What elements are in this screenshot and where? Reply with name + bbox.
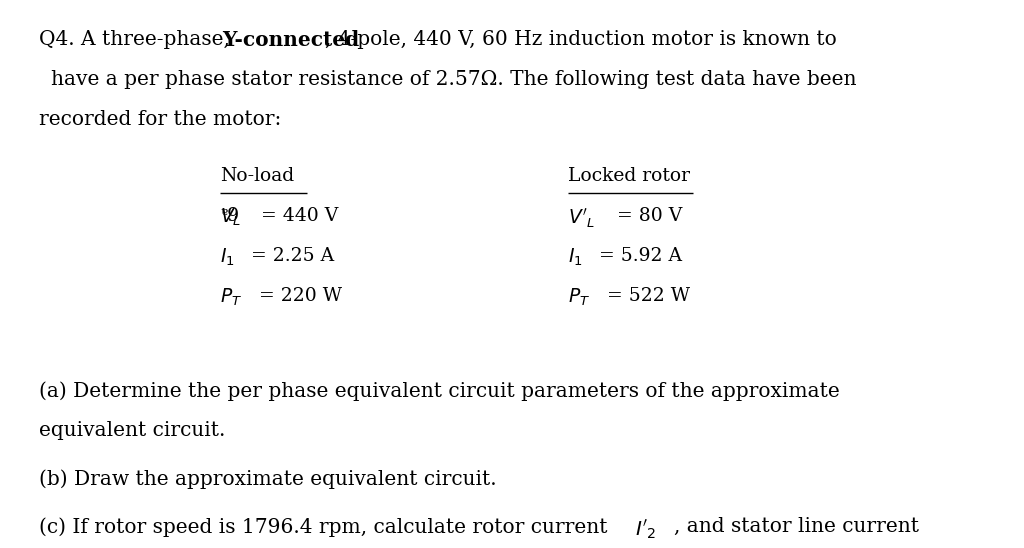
Text: $\mathit{P}_{T}$: $\mathit{P}_{T}$: [568, 287, 591, 309]
Text: have a per phase stator resistance of 2.57Ω. The following test data have been: have a per phase stator resistance of 2.…: [51, 70, 857, 89]
Text: = 2.25 A: = 2.25 A: [251, 247, 334, 265]
Text: Q4. A three-phase,: Q4. A three-phase,: [39, 30, 237, 49]
Text: (c) If rotor speed is 1796.4 rpm, calculate rotor current: (c) If rotor speed is 1796.4 rpm, calcul…: [39, 517, 613, 537]
Text: = 522 W: = 522 W: [607, 287, 690, 305]
Text: $\mathit{V}'_{\mathit{L}}$: $\mathit{V}'_{\mathit{L}}$: [568, 207, 595, 231]
Text: $\mathit{P}_{T}$: $\mathit{P}_{T}$: [220, 287, 243, 309]
Text: Y-connected: Y-connected: [221, 30, 359, 50]
Text: Locked rotor: Locked rotor: [568, 167, 690, 185]
Text: (b) Draw the approximate equivalent circuit.: (b) Draw the approximate equivalent circ…: [39, 469, 497, 489]
Text: No-load: No-load: [220, 167, 294, 185]
Text: equivalent circuit.: equivalent circuit.: [39, 421, 225, 440]
Text: = 220 W: = 220 W: [259, 287, 342, 305]
Text: (a) Determine the per phase equivalent circuit parameters of the approximate: (a) Determine the per phase equivalent c…: [39, 381, 840, 401]
Text: = 440 V: = 440 V: [261, 207, 338, 225]
Text: $\mathit{V}_{\mathit{L}}$: $\mathit{V}_{\mathit{L}}$: [220, 207, 242, 229]
Text: $\mathit{I}_{1}$: $\mathit{I}_{1}$: [568, 247, 583, 269]
Text: $\mathit{I}'_{2}$: $\mathit{I}'_{2}$: [635, 517, 656, 541]
Text: = 5.92 A: = 5.92 A: [599, 247, 682, 265]
Text: , 4-pole, 440 V, 60 Hz induction motor is known to: , 4-pole, 440 V, 60 Hz induction motor i…: [325, 30, 837, 49]
Text: $\mathit{I}_{1}$: $\mathit{I}_{1}$: [220, 247, 234, 269]
Text: ᵄ9: ᵄ9: [220, 207, 240, 225]
Text: recorded for the motor:: recorded for the motor:: [39, 110, 282, 129]
Text: , and stator line current: , and stator line current: [674, 517, 919, 536]
Text: = 80 V: = 80 V: [617, 207, 683, 225]
